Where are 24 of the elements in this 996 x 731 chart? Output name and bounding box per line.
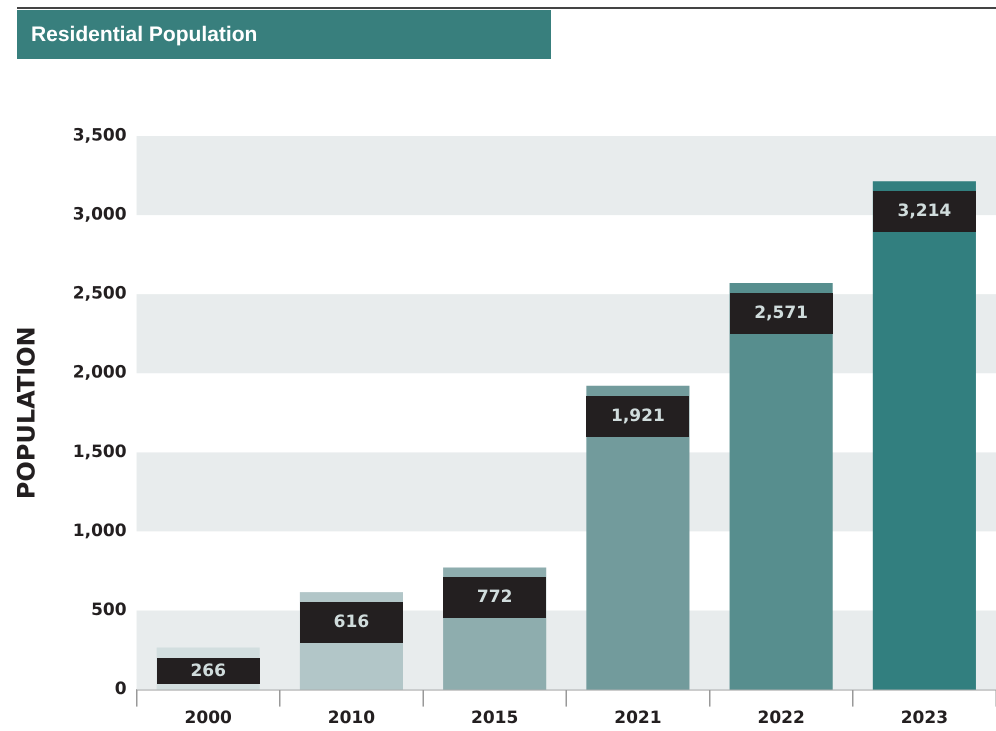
y-tick-label: 0 [114, 679, 127, 700]
bar [730, 282, 833, 690]
y-tick-label: 2,000 [72, 362, 127, 383]
x-tick-label: 2021 [614, 708, 662, 728]
chart-title: Residential Population [17, 10, 551, 59]
y-tick-label: 3,000 [72, 204, 127, 225]
y-axis-title: POPULATION [12, 326, 41, 500]
label-badge: 3,214 [872, 191, 976, 232]
x-tick-label: 2022 [757, 708, 805, 728]
label-badge: 266 [156, 658, 260, 684]
x-tick-label: 2010 [328, 708, 376, 728]
y-tick-label: 1,000 [72, 520, 127, 541]
y-tick-label: 2,500 [72, 284, 127, 304]
x-tick-label: 2023 [900, 708, 948, 728]
label-badge: 2,571 [730, 292, 833, 334]
x-tick-label: 2015 [471, 708, 518, 728]
label-badge: 616 [300, 602, 403, 644]
x-tick-label: 2000 [184, 708, 232, 728]
bar [872, 181, 976, 690]
label-badge: 772 [443, 577, 546, 618]
y-tick-label: 3,500 [72, 125, 127, 146]
label-badge: 1,921 [586, 396, 690, 437]
y-tick-label: 1,500 [72, 442, 127, 462]
y-tick-label: 500 [91, 600, 127, 620]
